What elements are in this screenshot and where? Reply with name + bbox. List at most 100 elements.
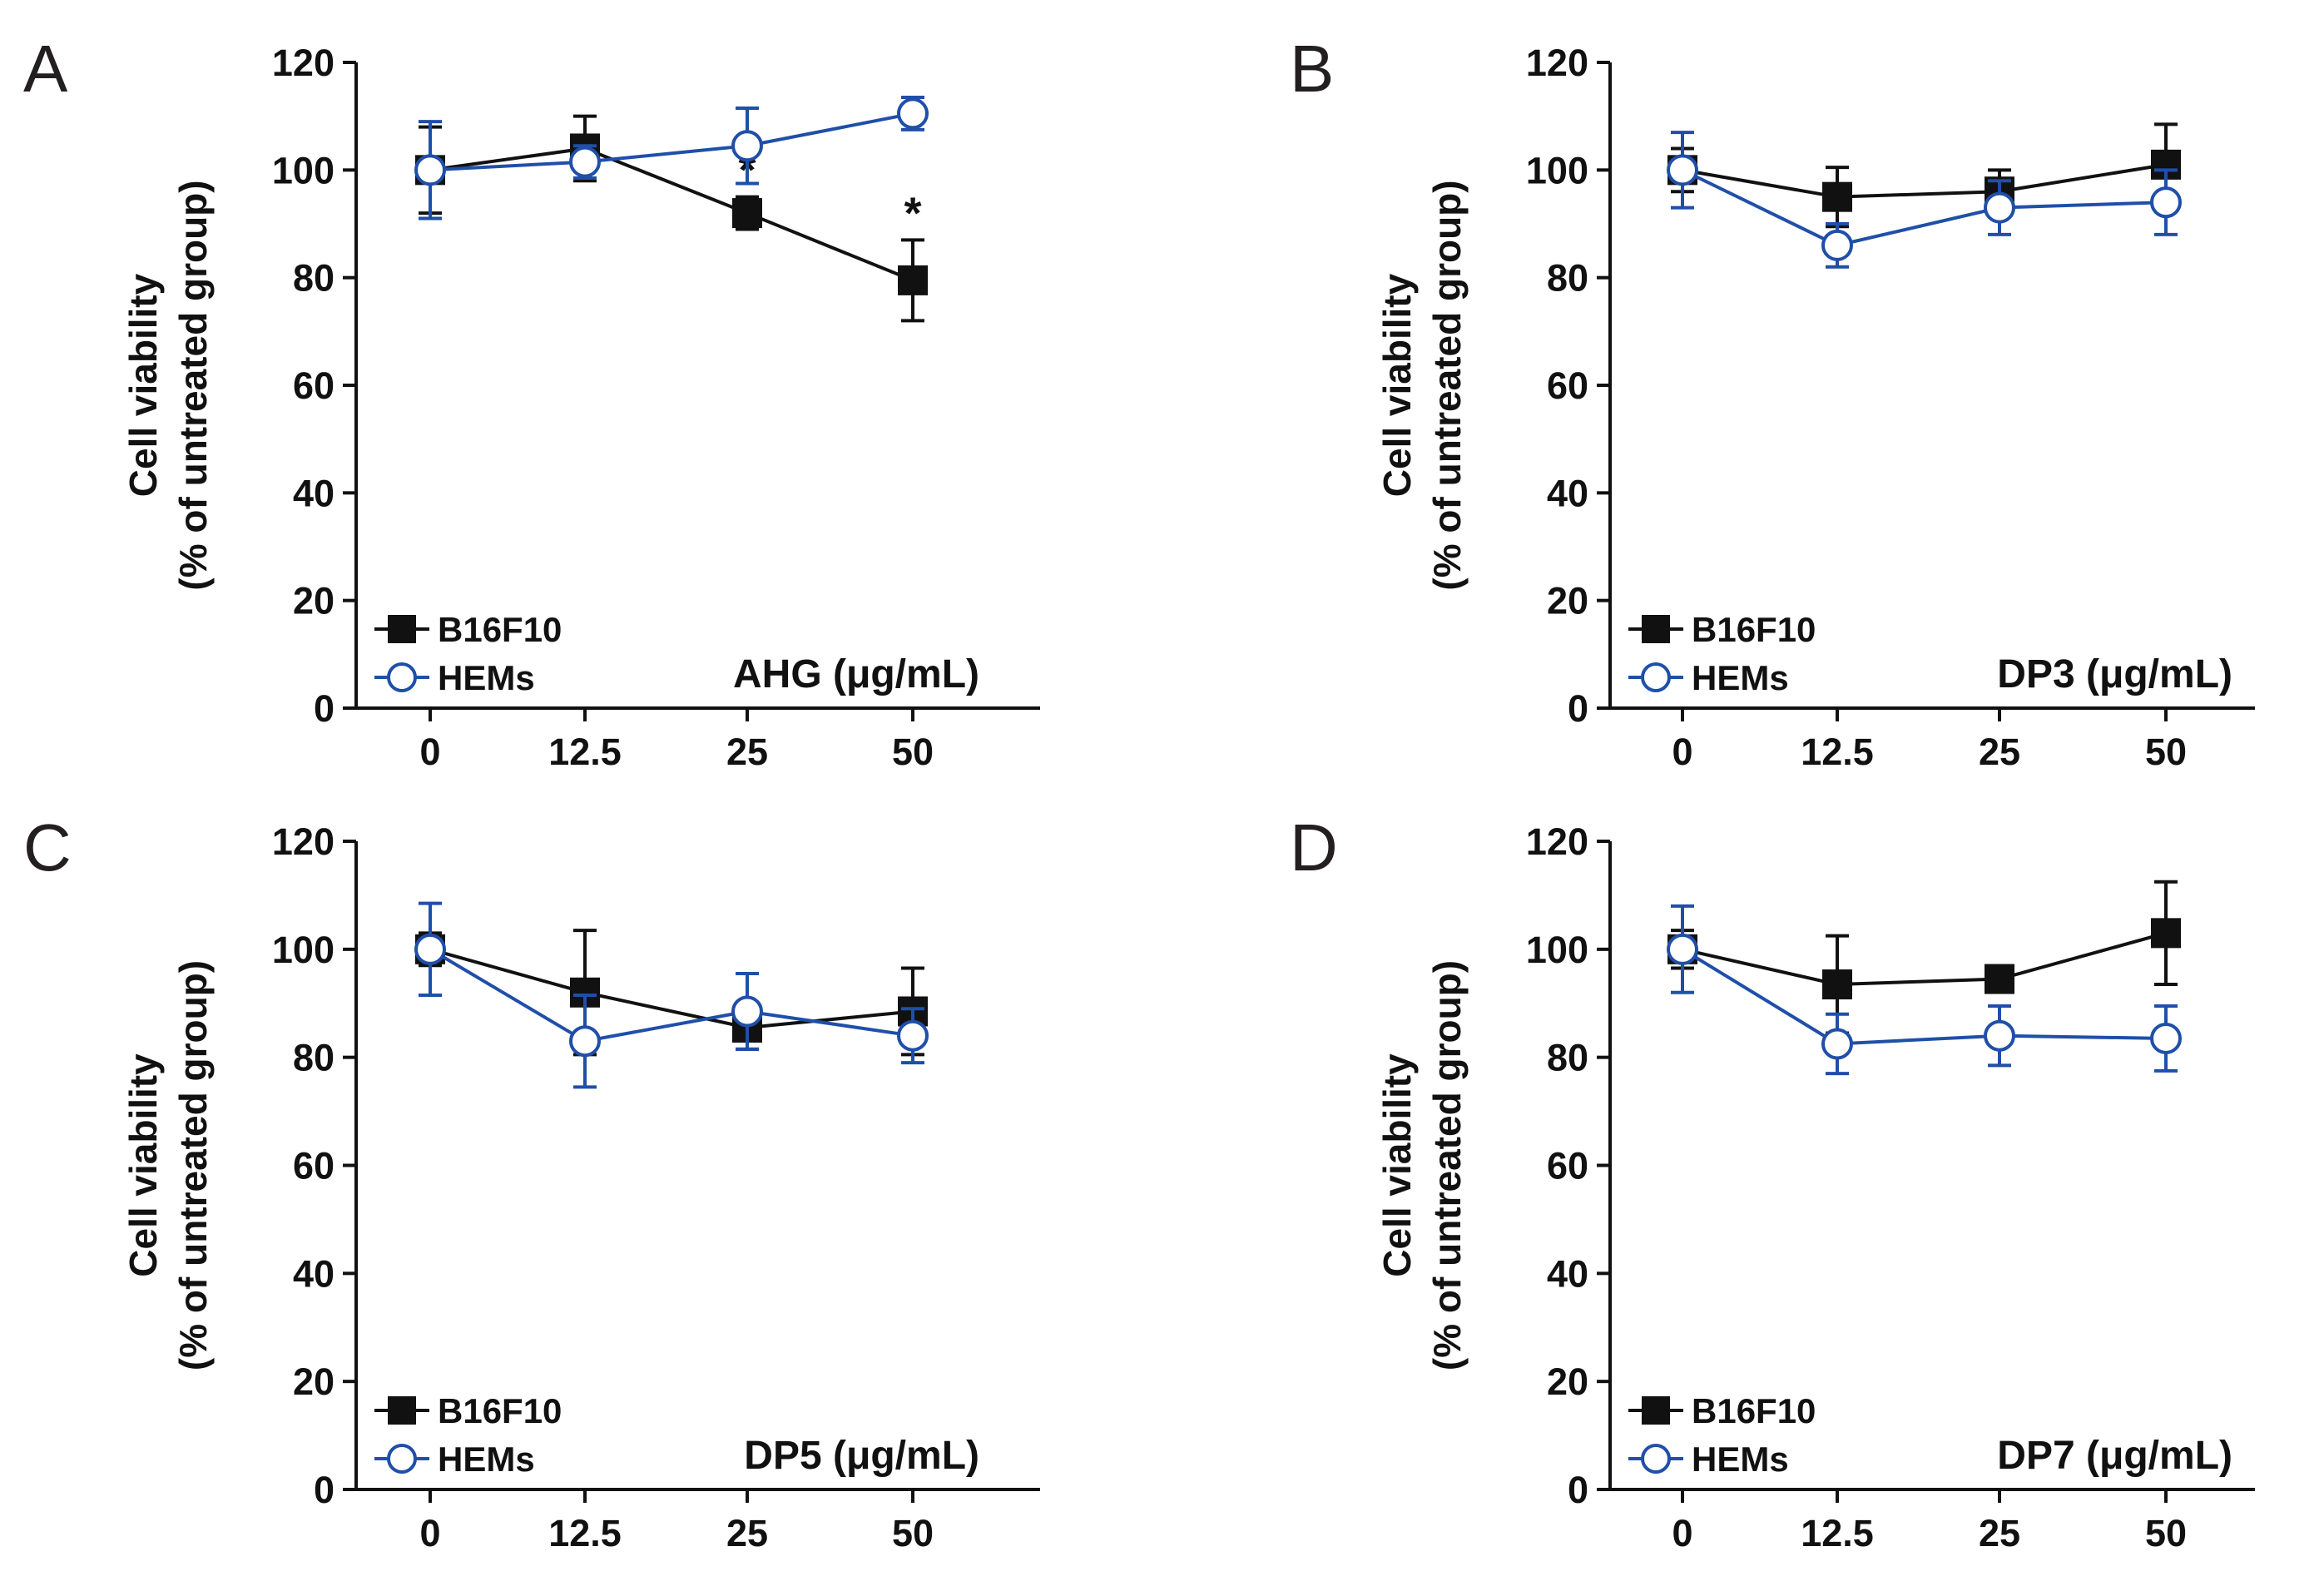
data-point-square	[1985, 964, 2014, 994]
y-tick-label: 120	[272, 820, 334, 863]
x-tick-label: 12.5	[1801, 1512, 1874, 1554]
series-hems	[1667, 904, 2182, 1076]
legend-item-b16f10: B16F10	[1628, 610, 1816, 649]
y-tick-label: 100	[272, 929, 334, 971]
y-tick-label: 60	[293, 364, 334, 407]
series-line	[1682, 931, 2167, 987]
legend-label: HEMs	[438, 1440, 535, 1479]
y-tick-label: 120	[1526, 820, 1588, 863]
data-point-square	[898, 265, 928, 295]
data-point-circle	[569, 146, 601, 178]
y-axis-title-line2: (% of untreated group)	[171, 960, 215, 1370]
y-tick-label: 20	[293, 580, 334, 622]
data-point-circle	[569, 1025, 601, 1058]
data-point-circle	[897, 97, 929, 130]
y-tick-label: 0	[1568, 1469, 1588, 1511]
y-tick-label: 80	[1547, 257, 1588, 300]
y-tick-label: 0	[314, 687, 334, 730]
legend-item-hems: HEMs	[374, 1440, 535, 1479]
legend-marker-square	[1642, 615, 1670, 643]
data-point-circle	[897, 1019, 929, 1052]
y-tick-label: 40	[293, 472, 334, 514]
panel-letter: B	[1290, 32, 1334, 106]
series-hems	[414, 96, 929, 221]
legend-item-hems: HEMs	[1628, 1440, 1789, 1479]
x-tick-label: 0	[419, 1512, 440, 1554]
y-axis-title-line2: (% of untreated group)	[1425, 960, 1469, 1370]
legend-label: B16F10	[438, 610, 562, 649]
legend-label: B16F10	[1692, 610, 1816, 649]
y-tick-label: 40	[1547, 1252, 1588, 1295]
series-line	[1682, 162, 2167, 199]
x-tick-label: 0	[1672, 731, 1692, 773]
data-point-circle	[414, 154, 446, 186]
legend-marker-circle	[387, 1444, 417, 1474]
data-point-circle	[414, 933, 446, 965]
legend-marker-square	[1642, 1396, 1670, 1425]
x-tick-label: 25	[726, 731, 768, 773]
x-tick-label: 12.5	[548, 731, 622, 773]
panel-b: B 0 20 40 60 80 100 120 0 12.5 25 50 Cell viability(…	[1290, 32, 2255, 773]
panel-letter: A	[23, 32, 68, 106]
x-tick-label: 50	[892, 731, 934, 773]
x-tick-label: 50	[2145, 731, 2187, 773]
y-tick-label: 80	[1547, 1037, 1588, 1079]
x-axis-title: AHG (μg/mL)	[733, 652, 979, 696]
y-tick-label: 80	[293, 1037, 334, 1079]
series-b16f10	[1667, 122, 2181, 229]
x-tick-label: 50	[2145, 1512, 2187, 1554]
legend-marker-square	[388, 1396, 416, 1425]
series-line	[429, 947, 914, 1029]
data-point-circle	[1667, 933, 1698, 965]
significance-mark: *	[904, 188, 921, 238]
data-point-circle	[2150, 186, 2182, 219]
series-line	[429, 948, 914, 1043]
series-hems	[414, 901, 929, 1089]
data-point-circle	[1821, 229, 1853, 261]
y-tick-label: 120	[272, 42, 334, 84]
y-axis-title-line1: Cell viability	[121, 273, 165, 497]
y-axis-title-line2: (% of untreated group)	[171, 180, 215, 590]
y-tick-label: 20	[1547, 580, 1588, 622]
data-point-circle	[731, 995, 763, 1028]
data-point-square	[1822, 969, 1852, 1000]
x-axis-title: DP3 (μg/mL)	[1997, 652, 2232, 696]
y-tick-label: 0	[314, 1469, 334, 1511]
data-point-square	[2151, 918, 2181, 949]
legend-item-hems: HEMs	[1628, 658, 1789, 697]
x-tick-label: 25	[1979, 731, 2020, 773]
y-tick-label: 80	[293, 257, 334, 300]
series-line	[1682, 168, 2167, 247]
data-point-circle	[2150, 1022, 2182, 1054]
series-b16f10: **	[415, 114, 928, 323]
series-b16f10	[1667, 880, 2181, 1035]
data-point-square	[732, 198, 762, 229]
x-axis-title: DP5 (μg/mL)	[744, 1434, 979, 1478]
y-axis-title-line1: Cell viability	[1375, 1053, 1419, 1277]
series-line	[1681, 948, 2167, 1046]
data-point-square	[1822, 181, 1852, 212]
data-point-circle	[1821, 1028, 1853, 1060]
legend-marker-circle	[1641, 662, 1671, 692]
legend-label: HEMs	[438, 658, 535, 697]
legend-marker-circle	[1641, 1444, 1671, 1474]
y-tick-label: 0	[1568, 687, 1588, 730]
series-b16f10	[415, 929, 928, 1057]
x-axis-title: DP7 (μg/mL)	[1997, 1434, 2232, 1478]
x-tick-label: 12.5	[1801, 731, 1874, 773]
x-tick-label: 25	[1979, 1512, 2020, 1554]
y-tick-label: 40	[1547, 472, 1588, 514]
x-tick-label: 25	[726, 1512, 768, 1554]
y-axis-title-line1: Cell viability	[121, 1053, 165, 1277]
y-tick-label: 60	[1547, 1145, 1588, 1187]
y-tick-label: 100	[1526, 929, 1588, 971]
panel-a: A 0 20 40 60 80 100 120 0 12.5 25 50 Cell viability(…	[23, 32, 1040, 773]
y-tick-label: 20	[1547, 1360, 1588, 1403]
legend-item-hems: HEMs	[374, 658, 535, 697]
y-tick-label: 100	[272, 149, 334, 191]
panel-d: D 0 20 40 60 80 100 120 0 12.5 25 50 Cell viability(…	[1290, 810, 2255, 1554]
legend-label: B16F10	[438, 1391, 562, 1430]
data-point-circle	[1984, 191, 2015, 224]
legend-marker-circle	[387, 662, 417, 692]
panel-letter: C	[23, 810, 72, 885]
